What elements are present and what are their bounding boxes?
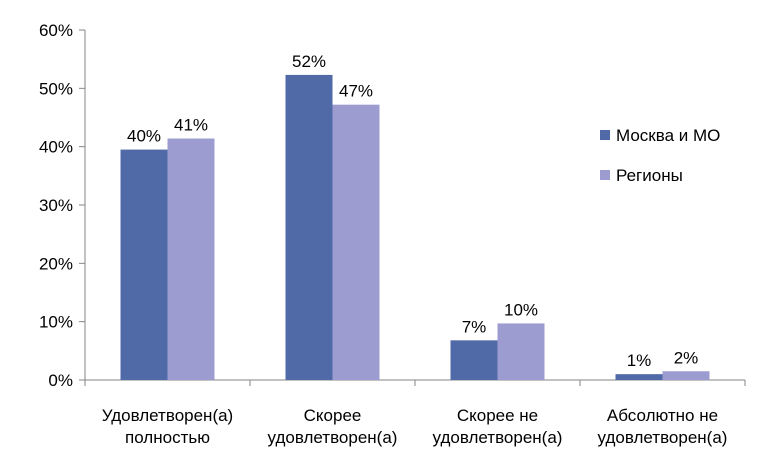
legend-swatch (600, 130, 610, 140)
category-label: Скорее не удовлетворен(а) (433, 406, 563, 447)
data-label: 52% (292, 52, 326, 71)
category-label-line: Скорее (304, 406, 362, 425)
data-label: 1% (627, 351, 652, 370)
y-tick-label: 50% (39, 79, 73, 98)
y-tick-label: 10% (39, 313, 73, 332)
category-label-line: Скорее не (457, 406, 538, 425)
bar (662, 371, 710, 380)
bar (332, 104, 380, 381)
category-label-line: полностью (125, 428, 210, 447)
category-label-line: Абсолютно не (607, 406, 718, 425)
bar (450, 340, 498, 380)
category-label-line: удовлетворен(а) (433, 428, 563, 447)
category-labels: Удовлетворен(а) полностью Скорее удовлетвор… (102, 406, 728, 447)
category-label-line: Удовлетворен(а) (102, 406, 233, 425)
x-axis (84, 379, 746, 386)
bar (615, 374, 663, 380)
category-label: Скорее удовлетворен(а) (268, 406, 398, 447)
y-tick-label: 0% (48, 371, 73, 390)
y-tick-label: 60% (39, 21, 73, 40)
bar (497, 323, 545, 380)
data-labels: 40% 41% 52% 47% 7% 10% 1% 2% (127, 52, 698, 370)
bar (120, 149, 168, 380)
legend: Москва и МО Регионы (600, 126, 720, 185)
data-label: 41% (174, 116, 208, 135)
data-label: 7% (462, 317, 487, 336)
bars (120, 74, 710, 381)
category-label-line: удовлетворен(а) (598, 428, 728, 447)
legend-label: Москва и МО (616, 126, 720, 145)
category-label-line: удовлетворен(а) (268, 428, 398, 447)
data-label: 10% (504, 300, 538, 319)
legend-label: Регионы (616, 166, 683, 185)
bar (285, 74, 333, 381)
category-label: Абсолютно не удовлетворен(а) (598, 406, 728, 447)
y-tick-label: 30% (39, 196, 73, 215)
y-axis: 0% 10% 20% 30% 40% 50% 60% (39, 21, 86, 390)
data-label: 40% (127, 127, 161, 146)
y-tick-label: 20% (39, 254, 73, 273)
bar (167, 138, 215, 380)
data-label: 47% (339, 82, 373, 101)
data-label: 2% (674, 348, 699, 367)
category-label: Удовлетворен(а) полностью (102, 406, 233, 447)
legend-swatch (600, 170, 610, 180)
y-tick-label: 40% (39, 138, 73, 157)
